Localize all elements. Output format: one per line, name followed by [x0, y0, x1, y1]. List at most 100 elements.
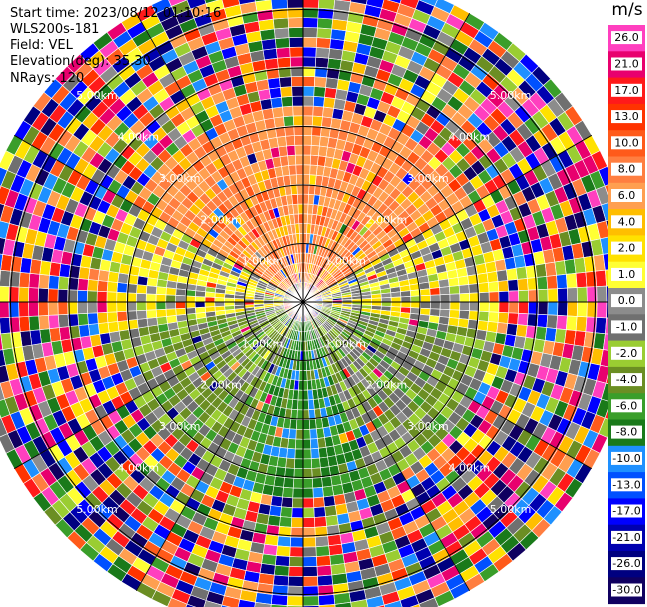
ppi-gate	[365, 0, 385, 9]
ppi-gate	[506, 323, 518, 337]
ppi-gate	[194, 306, 206, 314]
ppi-gate	[275, 47, 291, 59]
ppi-gate	[318, 0, 336, 10]
ppi-gate	[47, 288, 59, 303]
ppi-gate	[135, 292, 147, 303]
ppi-gate	[270, 0, 288, 10]
ppi-gate	[117, 272, 129, 284]
ppi-gate	[276, 135, 287, 148]
ppi-gate	[270, 604, 288, 607]
range-ring-label: 2.00km	[366, 213, 408, 226]
ppi-gate	[86, 301, 98, 314]
ppi-gate	[289, 46, 304, 58]
ppi-gate	[302, 193, 309, 205]
ppi-gate	[302, 517, 316, 528]
ppi-gate	[410, 301, 422, 309]
ppi-gate	[271, 485, 284, 498]
ppi-gate	[281, 95, 294, 108]
ppi-gate	[439, 301, 451, 311]
ppi-gate	[296, 409, 304, 421]
ppi-gate	[78, 324, 91, 338]
colorbar-tick-label: 6.0	[618, 189, 636, 202]
ppi-gate	[156, 316, 168, 326]
ppi-gate	[270, 495, 283, 508]
ppi-gate	[498, 301, 510, 314]
ppi-gate	[400, 296, 412, 303]
ppi-gate	[294, 448, 304, 460]
ppi-gate	[567, 301, 578, 317]
ppi-gate	[299, 232, 304, 244]
ppi-gate	[315, 545, 331, 557]
ppi-gate	[576, 301, 588, 318]
ppi-gate	[297, 193, 304, 205]
ppi-gate	[312, 496, 325, 509]
ppi-gate	[57, 288, 69, 303]
ppi-gate	[302, 154, 312, 166]
ppi-gate	[116, 301, 128, 313]
ppi-gate	[165, 294, 177, 303]
ppi-gate	[302, 134, 313, 146]
ppi-gate	[292, 115, 304, 127]
ppi-gate	[498, 290, 510, 303]
ppi-gate	[302, 174, 311, 185]
ppi-gate	[77, 312, 89, 326]
ppi-gate	[439, 308, 451, 318]
ppi-gate	[315, 427, 325, 439]
ppi-gate	[457, 275, 470, 286]
range-ring-label: 2.00km	[366, 379, 408, 392]
ppi-gate	[478, 310, 490, 322]
ppi-gate	[380, 292, 392, 299]
ppi-gate	[302, 85, 315, 97]
ppi-gate	[283, 477, 295, 489]
ppi-gate	[18, 271, 31, 288]
ppi-gate	[38, 314, 50, 331]
ppi-gate	[184, 301, 196, 309]
ppi-gate	[310, 144, 320, 157]
ppi-gate	[204, 306, 216, 313]
colorbar-tick-label: -2.0	[616, 347, 637, 360]
ppi-gate	[135, 301, 147, 312]
ppi-gate	[507, 312, 519, 325]
ppi-gate	[274, 555, 291, 567]
ppi-gate	[136, 309, 148, 320]
ppi-gate	[302, 360, 307, 372]
ppi-gate	[295, 164, 304, 176]
ppi-gate	[106, 301, 118, 313]
range-ring-label: 5.00km	[76, 89, 118, 102]
ppi-gate	[420, 301, 431, 310]
ppi-gate	[312, 95, 325, 108]
ppi-gate	[321, 476, 333, 488]
ppi-gate	[273, 27, 290, 40]
ppi-gate	[293, 213, 300, 225]
ppi-gate	[429, 294, 441, 303]
ppi-gate	[302, 115, 314, 127]
ppi-gate	[58, 263, 71, 278]
ppi-gate	[272, 574, 289, 587]
ppi-gate	[313, 506, 326, 518]
ppi-gate	[145, 309, 158, 319]
ppi-gate	[96, 290, 108, 303]
ppi-gate	[292, 203, 299, 215]
ppi-gate	[325, 77, 339, 90]
ppi-gate	[418, 0, 438, 7]
colorbar-tick-label: 13.0	[614, 110, 639, 123]
colorbar-tick-label: -26.0	[612, 557, 640, 570]
ppi-gate	[107, 270, 120, 283]
range-ring-label: 5.00km	[76, 503, 118, 516]
ppi-gate	[333, 0, 351, 12]
range-ring-label: 4.00km	[118, 462, 160, 475]
ppi-gate	[302, 507, 315, 519]
ppi-gate	[267, 514, 281, 527]
ppi-gate	[0, 317, 11, 335]
ppi-gate	[302, 17, 319, 29]
ppi-gate	[298, 223, 304, 234]
ppi-gate	[302, 0, 320, 9]
start-time-label: Start time: 2023/08/12 01:10:16	[10, 6, 222, 21]
ppi-gate	[28, 287, 39, 303]
ppi-gate	[420, 294, 431, 303]
ppi-gate	[302, 409, 310, 421]
colorbar-tick-label: 8.0	[618, 163, 636, 176]
ppi-gate	[478, 291, 490, 303]
ppi-gate	[281, 496, 294, 509]
ppi-gate	[77, 278, 89, 292]
